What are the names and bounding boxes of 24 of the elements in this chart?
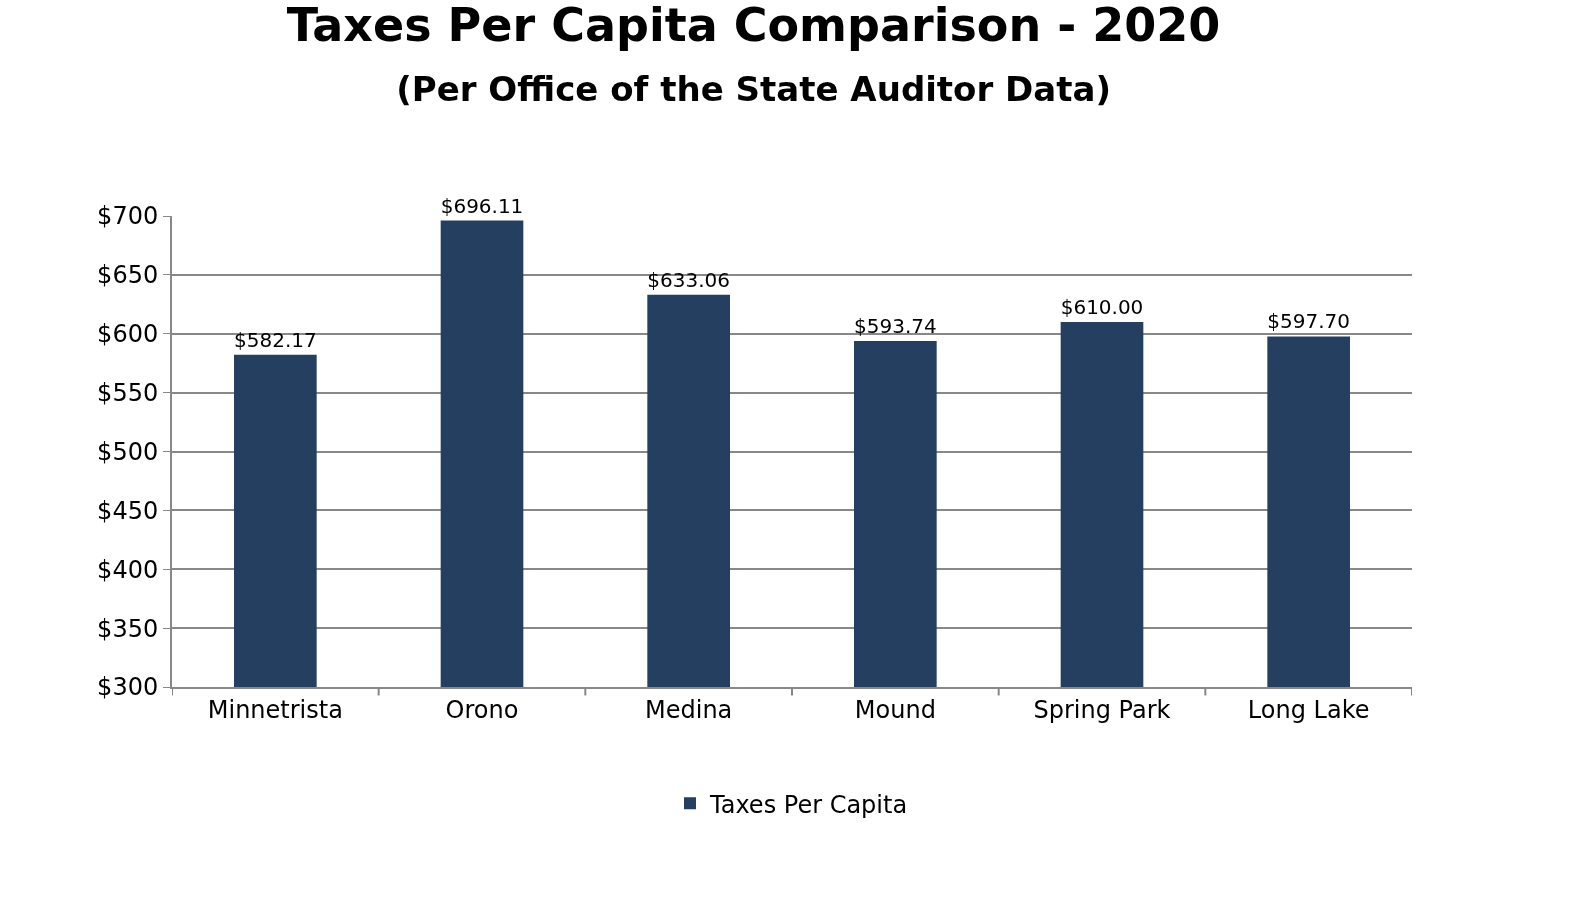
data-label: $597.70	[1267, 309, 1350, 334]
chart-subtitle: (Per Office of the State Auditor Data)	[396, 68, 1111, 109]
data-label: $696.11	[440, 193, 524, 218]
legend-label: Taxes Per Capita	[709, 790, 908, 819]
y-tick-label: $700	[97, 202, 159, 231]
data-label: $582.17	[234, 327, 317, 352]
x-tick-label: Medina	[645, 695, 733, 724]
data-label: $593.74	[854, 314, 937, 339]
data-label: $610.00	[1060, 294, 1144, 319]
y-tick-label: $500	[97, 437, 159, 466]
chart-title: Taxes Per Capita Comparison - 2020	[286, 0, 1221, 53]
x-tick-label: Long Lake	[1247, 695, 1370, 724]
y-tick-label: $450	[97, 496, 159, 525]
y-tick-label: $300	[97, 673, 159, 702]
x-tick-label: Orono	[445, 695, 519, 724]
x-tick-label: Minnetrista	[207, 695, 343, 724]
y-tick-label: $400	[97, 555, 159, 584]
y-tick-label: $550	[97, 379, 159, 408]
y-tick-label: $650	[97, 261, 159, 290]
x-tick-label: Spring Park	[1033, 695, 1171, 724]
x-tick-label: Mound	[854, 695, 936, 724]
data-label: $633.06	[647, 267, 730, 292]
y-tick-label: $350	[97, 614, 159, 643]
y-tick-label: $600	[97, 320, 159, 349]
